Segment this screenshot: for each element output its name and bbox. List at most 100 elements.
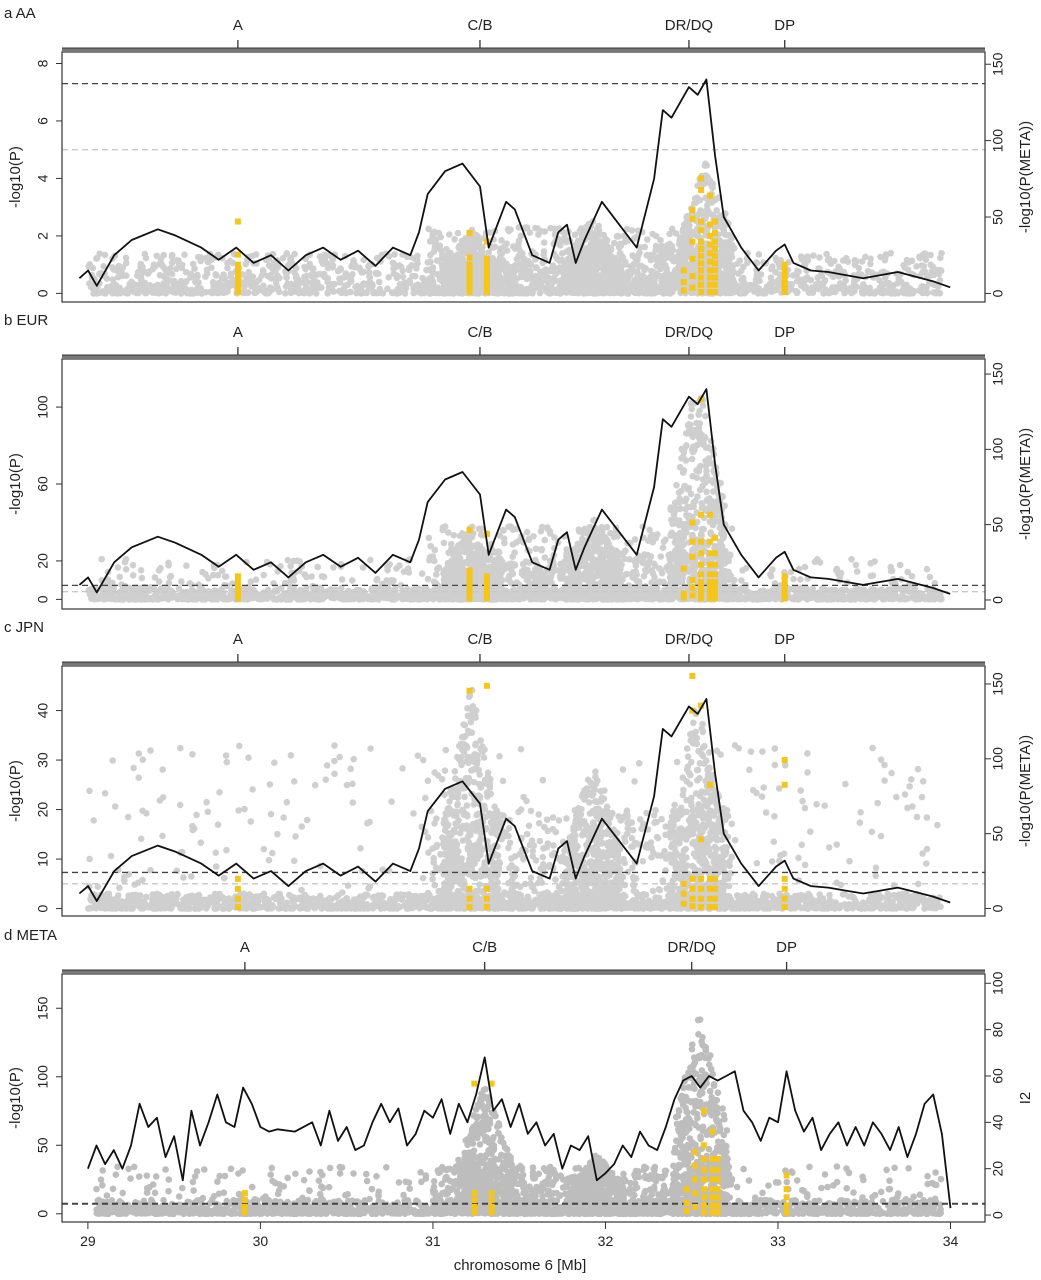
allele-point — [680, 278, 687, 285]
snp-point — [442, 289, 450, 297]
allele-point — [706, 267, 713, 274]
allele-point — [706, 221, 713, 228]
y2-tick-label: 0 — [990, 289, 1006, 297]
snp-point — [221, 286, 229, 293]
snp-point — [551, 277, 559, 285]
y-axis-title: -log10(P) — [7, 146, 24, 208]
allele-point — [680, 287, 687, 294]
allele-point — [706, 288, 713, 295]
snp-point — [128, 281, 136, 289]
snp-point — [287, 289, 295, 297]
snp-point — [474, 233, 482, 240]
snp-point — [510, 275, 517, 283]
allele-point — [698, 253, 705, 260]
snp-point — [737, 267, 745, 275]
snp-point — [855, 594, 862, 602]
snp-point — [339, 593, 347, 601]
snp-point — [100, 263, 107, 270]
snp-point — [272, 587, 280, 595]
snp-point — [622, 289, 630, 296]
snp-point — [936, 277, 944, 284]
snp-point — [202, 273, 209, 280]
snp-point — [895, 275, 903, 282]
snp-point — [580, 261, 587, 269]
snp-point — [301, 263, 308, 271]
snp-point — [431, 287, 439, 294]
snp-point — [175, 280, 183, 288]
snp-point — [635, 280, 642, 288]
snp-point — [365, 285, 373, 292]
snp-point — [307, 288, 315, 296]
snp-point — [832, 284, 839, 291]
snp-point — [137, 263, 144, 270]
allele-point — [698, 238, 705, 245]
snp-point — [923, 289, 931, 297]
snp-point — [337, 266, 344, 273]
snp-point — [447, 289, 454, 297]
snp-point — [458, 242, 466, 250]
snp-point — [695, 211, 702, 218]
allele-point — [466, 280, 473, 287]
snp-point — [922, 256, 930, 264]
plot-area — [62, 78, 985, 297]
allele-point — [706, 274, 713, 281]
allele-point — [706, 281, 713, 288]
snp-point — [713, 207, 720, 214]
snp-point — [614, 272, 621, 280]
snp-point — [648, 267, 655, 275]
y2-axis-title: -log10(P(META)) — [1017, 121, 1034, 233]
snp-point — [224, 259, 231, 267]
snp-point — [419, 274, 426, 282]
snp-point — [283, 250, 291, 257]
snp-point — [336, 279, 344, 286]
snp-point — [475, 285, 483, 293]
snp-point — [391, 251, 398, 258]
snp-point — [855, 264, 863, 272]
allele-point — [483, 255, 490, 262]
allele-point — [234, 251, 241, 258]
snp-point — [182, 285, 190, 293]
snp-point — [306, 260, 314, 268]
snp-point — [645, 280, 653, 287]
snp-point — [797, 253, 805, 260]
snp-point — [141, 592, 148, 600]
gene-label: DP — [774, 17, 795, 34]
snp-point — [98, 593, 106, 601]
snp-point — [652, 247, 659, 254]
snp-point — [532, 264, 540, 272]
snp-point — [451, 236, 458, 243]
allele-point — [234, 267, 241, 274]
allele-point — [781, 271, 788, 278]
snp-point — [441, 277, 449, 285]
snp-point — [474, 238, 482, 246]
snp-point — [316, 253, 324, 260]
snp-point — [568, 257, 575, 264]
allele-point — [466, 254, 473, 261]
snp-point — [898, 595, 906, 602]
snp-point — [538, 278, 546, 285]
snp-point — [498, 237, 505, 244]
snp-point — [501, 275, 508, 282]
snp-point — [220, 595, 228, 603]
snp-point — [190, 596, 198, 603]
snp-point — [516, 284, 524, 292]
snp-point — [607, 269, 614, 277]
snp-point — [429, 233, 436, 240]
snp-point — [321, 273, 328, 281]
snp-point — [229, 278, 236, 285]
allele-point — [712, 253, 719, 260]
snp-point — [652, 232, 660, 240]
allele-point — [712, 260, 719, 267]
snp-point — [360, 256, 368, 264]
allele-point — [698, 267, 705, 274]
snp-point — [354, 282, 361, 290]
snp-point — [214, 289, 221, 297]
snp-point — [598, 262, 606, 269]
snp-point — [642, 265, 649, 272]
snp-point — [595, 280, 603, 288]
snp-point — [837, 285, 844, 292]
snp-point — [801, 285, 808, 292]
allele-point — [698, 274, 705, 281]
snp-point — [571, 231, 579, 239]
snp-point — [809, 585, 817, 593]
